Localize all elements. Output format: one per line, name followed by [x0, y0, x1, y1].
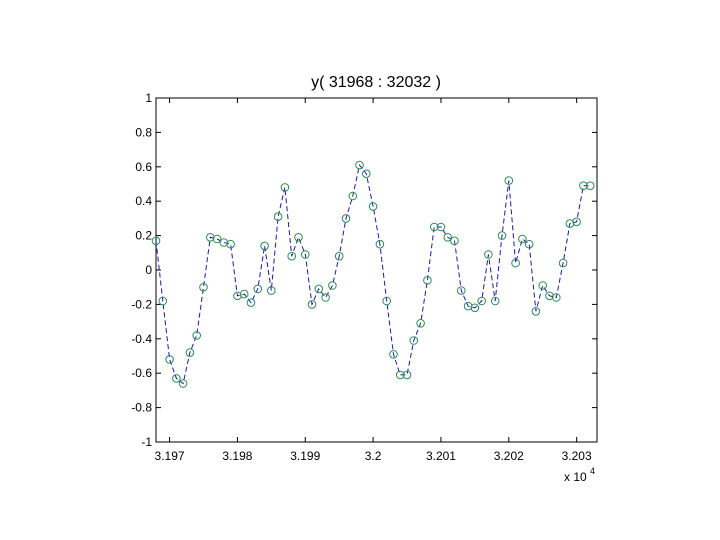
y-axis: 1 0.8 0.6 0.4 0.2 0 -0.2 -0.4 -0.6 -0.8 -1	[131, 91, 597, 449]
chart-title: y( 31968 : 32032 )	[311, 74, 441, 91]
data-point	[450, 236, 459, 246]
x-tick-label: 3.2	[365, 449, 382, 463]
data-point	[334, 251, 344, 261]
data-point	[307, 300, 317, 309]
data-point	[368, 202, 378, 211]
y-tick-label: 0.6	[135, 160, 152, 174]
data-point	[538, 281, 548, 290]
data-point	[199, 282, 208, 292]
y-tick-label: -0.2	[131, 297, 152, 311]
data-point	[212, 234, 222, 244]
data-point	[158, 296, 168, 306]
y-tick-label: 0.4	[135, 194, 152, 208]
data-point	[402, 370, 412, 380]
x-multiplier: x 10 4	[564, 466, 595, 484]
data-point	[457, 286, 466, 295]
y-tick-label: -0.4	[131, 332, 152, 346]
data-point	[395, 370, 405, 380]
data-point	[260, 241, 269, 251]
series-y	[151, 160, 595, 388]
y-tick-label: 0	[145, 263, 152, 277]
y-tick-label: -0.8	[131, 401, 152, 415]
x-multiplier-label: x 10	[564, 470, 587, 484]
data-point	[341, 214, 351, 223]
data-point	[328, 281, 337, 290]
data-point	[253, 284, 263, 294]
data-point	[246, 298, 256, 308]
data-point	[511, 258, 520, 268]
data-point	[416, 319, 425, 328]
data-point	[165, 355, 174, 364]
data-point	[172, 374, 181, 383]
data-point	[565, 219, 575, 228]
data-point	[382, 296, 392, 306]
data-point	[443, 233, 453, 242]
data-point	[226, 239, 235, 249]
data-point	[375, 239, 385, 249]
y-tick-label: 0.8	[135, 125, 152, 139]
data-point	[185, 348, 195, 357]
data-point	[429, 222, 439, 232]
series-line	[155, 163, 591, 385]
data-point	[423, 276, 432, 285]
data-point	[504, 176, 514, 185]
data-point	[477, 296, 487, 306]
x-tick-label: 3.199	[290, 449, 320, 463]
data-point	[362, 169, 371, 178]
data-point	[585, 181, 595, 190]
x-tick-label: 3.198	[222, 449, 252, 463]
series-markers	[151, 160, 595, 388]
x-tick-label: 3.203	[562, 449, 592, 463]
x-multiplier-exponent: 4	[590, 466, 595, 476]
y-tick-label: -0.6	[131, 366, 152, 380]
data-point	[151, 236, 161, 246]
x-tick-label: 3.201	[426, 449, 456, 463]
data-point	[355, 160, 364, 170]
data-point	[389, 350, 398, 359]
data-point	[348, 191, 358, 201]
data-point	[301, 250, 310, 259]
data-point	[531, 307, 541, 316]
data-point	[280, 183, 290, 192]
data-point	[267, 286, 276, 295]
data-point	[294, 233, 303, 242]
plot-area	[155, 97, 598, 443]
data-point	[552, 293, 561, 302]
data-point	[470, 303, 480, 313]
x-tick-label: 3.197	[155, 449, 185, 463]
data-point	[572, 217, 581, 227]
data-point	[490, 296, 500, 306]
data-point	[273, 212, 283, 221]
y-tick-label: 1	[145, 91, 152, 105]
x-axis: 3.197 3.198 3.199 3.2 3.201 3.202 3.203	[155, 98, 592, 463]
data-point	[192, 331, 201, 340]
data-point	[558, 258, 568, 268]
y-tick-label: -1	[141, 435, 152, 449]
data-point	[497, 231, 507, 240]
data-point	[524, 239, 534, 249]
data-point	[518, 234, 527, 244]
data-point	[484, 250, 493, 259]
data-point	[436, 222, 446, 232]
data-point	[314, 284, 324, 294]
y-tick-label: 0.2	[135, 229, 152, 243]
data-point	[287, 251, 297, 261]
data-point	[321, 293, 330, 302]
data-point	[239, 289, 249, 299]
data-point	[579, 181, 588, 190]
data-point	[178, 379, 188, 388]
x-tick-label: 3.202	[494, 449, 524, 463]
data-point	[409, 336, 419, 345]
